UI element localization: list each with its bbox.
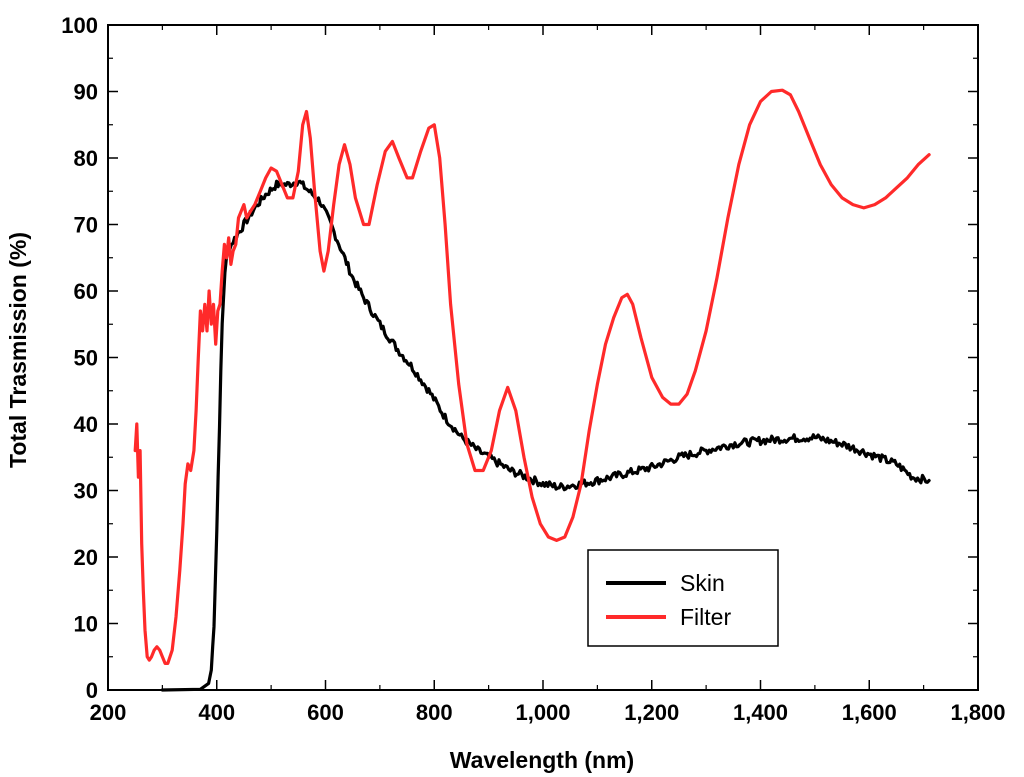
x-axis-ticks: 200 400 600 800 1,000 1,200 1,400 1,600 1,800: [90, 25, 1006, 725]
y-tick-label: 10: [74, 612, 98, 637]
x-tick-label: 1,800: [950, 700, 1005, 725]
y-tick-label: 20: [74, 545, 98, 570]
series-line-skin: [160, 179, 931, 692]
y-tick-label: 100: [61, 13, 98, 38]
plot-series: [133, 88, 931, 692]
y-tick-label: 60: [74, 279, 98, 304]
legend-label-skin: Skin: [680, 570, 725, 596]
x-tick-label: 800: [416, 700, 453, 725]
legend-label-filter: Filter: [680, 604, 731, 630]
x-tick-label: 600: [307, 700, 344, 725]
x-axis-title: Wavelength (nm): [450, 747, 634, 773]
y-tick-label: 70: [74, 213, 98, 238]
x-tick-label: 1,600: [842, 700, 897, 725]
x-tick-label: 400: [198, 700, 235, 725]
y-axis-ticks: 0 10 20 30 40 50 60 70 80 90 100: [61, 13, 978, 703]
y-tick-label: 50: [74, 346, 98, 371]
y-tick-label: 0: [86, 678, 98, 703]
y-tick-label: 30: [74, 479, 98, 504]
y-tick-label: 90: [74, 80, 98, 105]
legend: Skin Filter: [587, 549, 779, 647]
y-tick-label: 80: [74, 146, 98, 171]
y-axis-title: Total Trasmission (%): [5, 232, 31, 468]
x-tick-label: 1,200: [624, 700, 679, 725]
y-tick-label: 40: [74, 412, 98, 437]
x-tick-label: 200: [90, 700, 127, 725]
legend-box: [587, 549, 779, 647]
x-tick-label: 1,400: [733, 700, 788, 725]
plot-frame: [107, 24, 979, 691]
x-tick-label: 1,000: [515, 700, 570, 725]
series-line-filter: [133, 88, 931, 665]
